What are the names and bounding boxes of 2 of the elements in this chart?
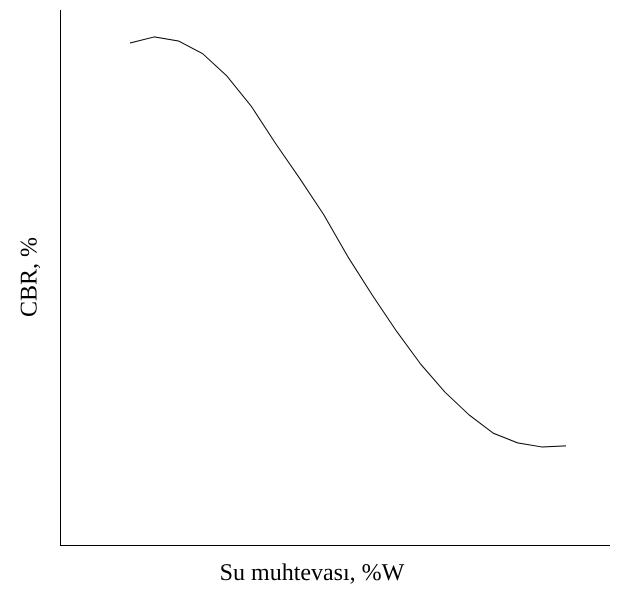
- y-axis-title: CBR, %: [16, 236, 44, 318]
- x-axis-title: Su muhtevası, %W: [218, 560, 406, 587]
